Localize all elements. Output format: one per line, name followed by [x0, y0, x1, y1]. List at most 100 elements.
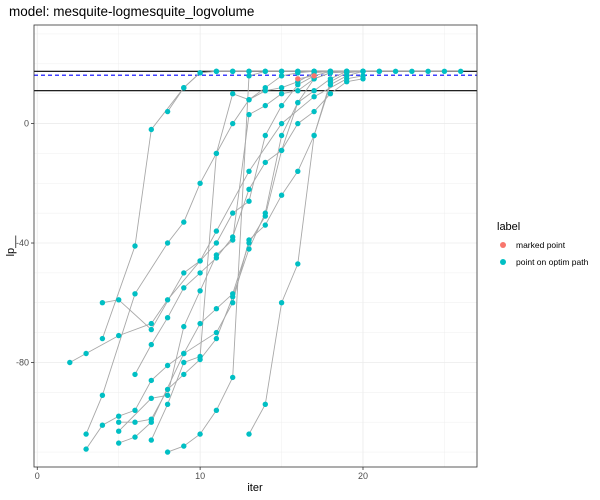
optim-point: [164, 401, 171, 407]
optim-path-line-4: [102, 70, 347, 331]
optim-point: [132, 291, 138, 297]
y-axis-title: lp__: [5, 235, 17, 257]
optim-point: [164, 449, 171, 455]
optim-point: [311, 132, 317, 139]
optim-point: [230, 210, 236, 216]
optim-point: [246, 68, 252, 75]
optim-point: [116, 428, 122, 434]
plot-border: [33, 24, 478, 468]
optim-point: [116, 297, 122, 303]
legend: label marked point point on optim path: [497, 221, 589, 267]
y-tick-label: 0: [24, 119, 29, 129]
optim-point: [83, 350, 89, 357]
optim-point: [197, 431, 203, 437]
optim-point: [148, 320, 154, 327]
optim-point: [181, 285, 187, 291]
x-tick-label: 20: [358, 471, 368, 481]
optim-point: [148, 326, 154, 333]
optim-point: [213, 240, 220, 246]
optim-point: [295, 99, 301, 106]
optim-point: [278, 120, 285, 127]
chart-title: model: mesquite-logmesquite_logvolume: [9, 4, 254, 19]
optim-point: [344, 73, 350, 79]
optim-point: [164, 108, 171, 115]
optim-point: [262, 102, 268, 109]
optim-point: [83, 431, 89, 437]
optim-point: [67, 359, 73, 366]
optim-point: [295, 168, 301, 174]
optim-point: [197, 320, 203, 327]
optim-point: [360, 76, 366, 82]
optim-point: [132, 434, 138, 440]
optim-point: [213, 335, 220, 342]
optim-point: [83, 446, 89, 452]
optim-point: [213, 68, 220, 75]
optim-point: [181, 270, 187, 276]
optim-point: [213, 150, 220, 157]
optim-point: [425, 68, 431, 75]
optim-point: [148, 126, 154, 133]
optim-point: [99, 422, 106, 428]
optim-point: [181, 219, 187, 225]
optim-point: [230, 234, 236, 240]
optim-point: [181, 350, 187, 357]
optim-point: [99, 300, 106, 306]
optim-point: [246, 431, 252, 437]
optim-point: [458, 68, 464, 75]
optim-point: [295, 120, 301, 127]
legend-title: label: [497, 221, 520, 233]
optim-point: [278, 102, 285, 109]
legend-key-optim: [500, 259, 506, 265]
optim-point: [197, 353, 203, 360]
optim-point: [262, 159, 268, 166]
optim-point: [148, 416, 154, 422]
optim-point: [116, 440, 122, 446]
optim-point: [246, 111, 252, 118]
optim-point: [246, 246, 252, 252]
legend-label-optim: point on optim path: [516, 257, 589, 267]
optim-point: [230, 300, 236, 306]
optim-path-line-1: [69, 75, 364, 363]
optim-point: [295, 68, 301, 75]
optim-point: [392, 68, 399, 75]
optim-point: [181, 85, 187, 91]
optim-point: [116, 413, 122, 419]
data-points: [67, 68, 464, 455]
optim-point: [181, 371, 187, 378]
optim-point: [148, 395, 154, 401]
optim-point: [213, 255, 220, 261]
optim-point: [213, 407, 220, 413]
optim-point: [409, 68, 415, 75]
optim-point: [262, 210, 268, 216]
optim-point: [360, 68, 366, 75]
gridlines: [34, 25, 477, 467]
x-axis-title: iter: [247, 482, 263, 494]
optim-point: [230, 374, 236, 381]
optim-point: [344, 68, 350, 75]
optim-point: [278, 68, 285, 75]
y-axis-ticks: 0 -40 -80: [16, 119, 34, 367]
marked-point: [311, 73, 317, 79]
optim-point: [116, 332, 122, 339]
optim-point: [132, 243, 138, 249]
optim-point: [99, 335, 106, 342]
y-tick-label: -40: [16, 238, 29, 248]
optim-point: [230, 120, 236, 127]
optim-path-line-14: [297, 75, 315, 80]
optim-point: [327, 68, 334, 75]
optim-point: [278, 147, 285, 154]
optim-point: [164, 240, 171, 246]
marked-point: [295, 76, 301, 82]
optim-point: [148, 341, 154, 348]
optim-point: [344, 79, 350, 85]
optim-point: [213, 329, 220, 336]
optim-point: [132, 407, 138, 413]
optim-point: [262, 401, 268, 407]
optim-point: [311, 94, 317, 100]
optim-point: [246, 186, 252, 192]
optim-point: [262, 222, 268, 228]
optim-point: [278, 73, 285, 79]
legend-label-marked: marked point: [516, 240, 566, 250]
optim-point: [181, 359, 187, 366]
y-tick-label: -80: [16, 357, 29, 367]
